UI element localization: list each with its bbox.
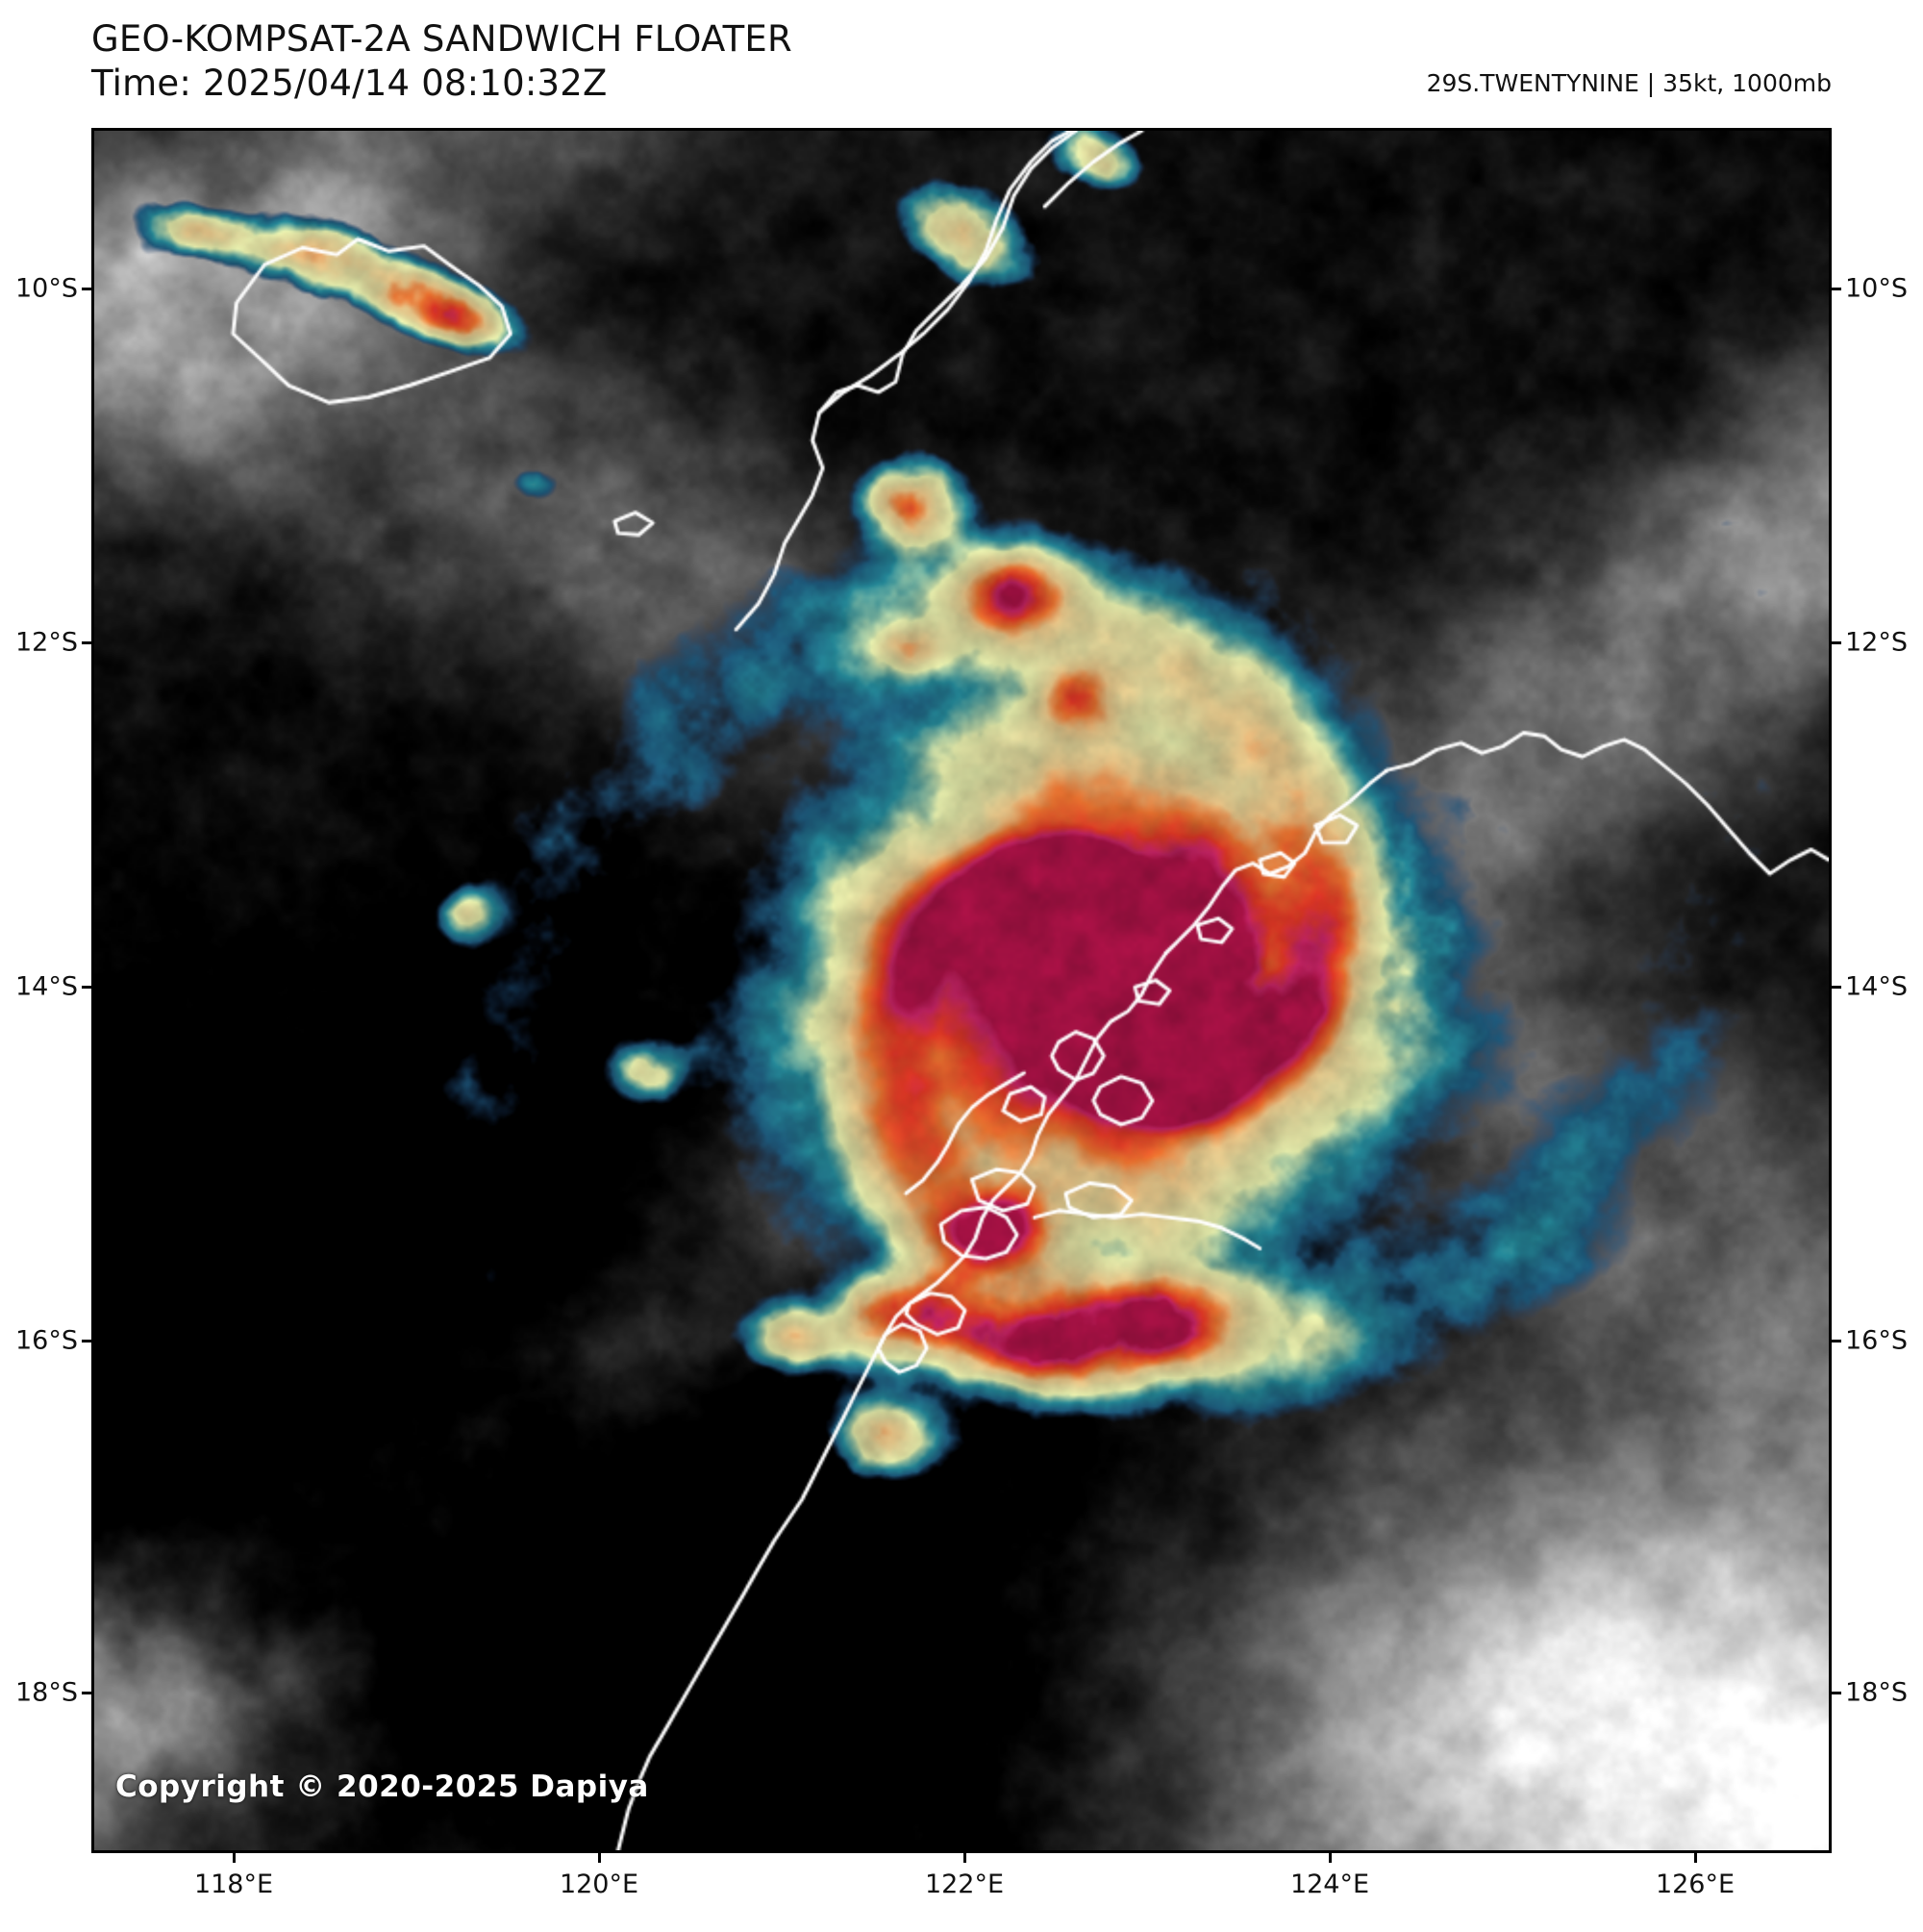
x-tickmark-4 bbox=[1694, 1853, 1697, 1863]
x-tickmark-0 bbox=[233, 1853, 236, 1863]
y-tickmark-4-1 bbox=[1832, 1692, 1841, 1694]
x-tickmark-2 bbox=[963, 1853, 966, 1863]
y-tick-label-right-3: 16°S bbox=[1845, 1325, 1908, 1356]
y-tickmark-0-0 bbox=[82, 288, 91, 290]
satellite-imagery-canvas bbox=[94, 131, 1829, 1850]
y-tickmark-1-1 bbox=[1832, 641, 1841, 644]
y-tick-label-left-2: 14°S bbox=[15, 971, 78, 1002]
y-tickmark-3-0 bbox=[82, 1340, 91, 1342]
storm-intensity-label: 29S.TWENTYNINE | 35kt, 1000mb bbox=[1426, 69, 1832, 97]
y-tick-label-right-1: 12°S bbox=[1845, 627, 1908, 658]
y-tick-label-left-3: 16°S bbox=[15, 1325, 78, 1356]
y-tick-label-right-4: 18°S bbox=[1845, 1677, 1908, 1708]
x-tick-label-2: 122°E bbox=[924, 1869, 1005, 1899]
y-tick-label-left-1: 12°S bbox=[15, 627, 78, 658]
copyright-watermark: Copyright © 2020-2025 Dapiya bbox=[115, 1769, 649, 1804]
x-tickmark-1 bbox=[598, 1853, 601, 1863]
y-tick-label-right-2: 14°S bbox=[1845, 971, 1908, 1002]
x-tick-label-3: 124°E bbox=[1289, 1869, 1370, 1899]
title-block: GEO-KOMPSAT-2A SANDWICH FLOATER Time: 20… bbox=[91, 17, 792, 106]
y-tickmark-3-1 bbox=[1832, 1340, 1841, 1342]
y-tick-label-left-4: 18°S bbox=[15, 1677, 78, 1708]
y-tickmark-1-0 bbox=[82, 641, 91, 644]
satellite-image-plot: Copyright © 2020-2025 Dapiya bbox=[91, 128, 1832, 1853]
x-tick-label-0: 118°E bbox=[193, 1869, 274, 1899]
timestamp-label: Time: 2025/04/14 08:10:32Z bbox=[91, 63, 608, 104]
page-title: GEO-KOMPSAT-2A SANDWICH FLOATER bbox=[91, 18, 792, 60]
x-tickmark-3 bbox=[1329, 1853, 1332, 1863]
header: GEO-KOMPSAT-2A SANDWICH FLOATER Time: 20… bbox=[0, 0, 1923, 128]
y-tick-label-right-0: 10°S bbox=[1845, 273, 1908, 304]
y-tickmark-2-0 bbox=[82, 986, 91, 989]
x-tick-label-1: 120°E bbox=[559, 1869, 639, 1899]
y-tick-label-left-0: 10°S bbox=[15, 273, 78, 304]
y-tickmark-2-1 bbox=[1832, 986, 1841, 989]
y-tickmark-4-0 bbox=[82, 1692, 91, 1694]
y-tickmark-0-1 bbox=[1832, 288, 1841, 290]
x-tick-label-4: 126°E bbox=[1655, 1869, 1736, 1899]
